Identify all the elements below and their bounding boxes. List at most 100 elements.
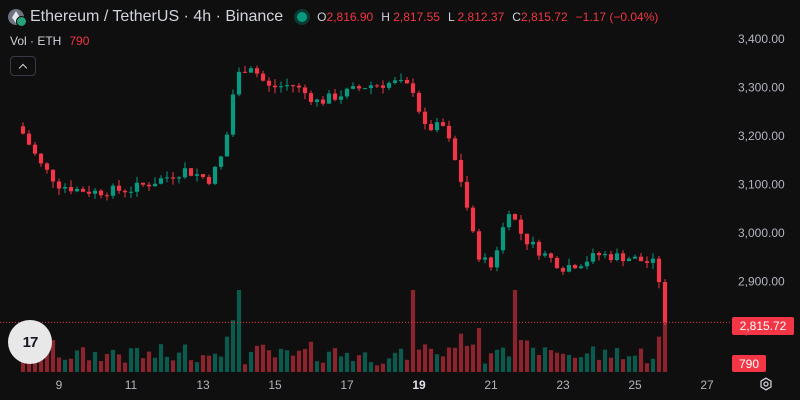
price-axis-label: 3,100.00 [738,178,785,192]
candle-body [542,253,548,256]
candle-body [434,122,440,131]
volume-bar [464,345,470,372]
volume-bar [380,363,386,372]
volume-bar [404,359,410,372]
volume-bar [434,354,440,372]
candle-body [350,86,356,89]
volume-bar [368,362,374,372]
time-axis-label: 13 [196,378,210,392]
candle-body [44,163,50,170]
candle-body [614,253,620,261]
candle-body [392,80,398,83]
volume-bar [416,349,422,372]
candle-body [458,160,464,182]
volume-bar [452,347,458,372]
candle-body [326,93,332,104]
volume-bar [590,346,596,372]
candle-body [194,174,200,176]
candle-body [464,181,470,208]
candle-body [632,256,638,259]
volume-bar [362,352,368,372]
candle-body [50,169,56,182]
candle-body [74,188,80,192]
volume-bar [662,322,668,372]
volume-bar [326,351,332,372]
current-price-tag: 2,815.72 [732,317,794,335]
candle-body [86,191,92,194]
volume-bar [164,356,170,372]
volume-bar [494,349,500,372]
candle-body [80,188,86,192]
candle-body [650,258,656,263]
candle-body [68,186,74,192]
candlesticks [20,65,668,325]
chart-legend: Ethereum / TetherUS · 4h · Binance O2,81… [8,8,658,27]
volume-bar [632,355,638,372]
candle-body [452,138,458,161]
candle-body [236,71,242,95]
time-axis-label: 19 [412,378,426,392]
candle-body [158,178,164,184]
candle-body [446,125,452,139]
volume-bar [344,352,350,372]
volume-bar [350,361,356,372]
candle-body [344,88,350,97]
volume-bar [482,363,488,372]
volume-bar [650,358,656,372]
candle-body [386,82,392,88]
volume-bar [578,357,584,372]
volume-bar [488,353,494,372]
candle-body [272,85,278,88]
candle-body [62,186,68,189]
tradingview-logo[interactable]: 17 [8,320,52,364]
volume-bar [560,353,566,372]
time-axis-label: 9 [56,378,63,392]
price-axis-label: 2,900.00 [738,275,785,289]
volume-bar [284,350,290,372]
candle-body [116,185,122,191]
volume-bar [140,358,146,372]
volume-bar [476,327,482,372]
candle-body [182,168,188,178]
volume-bar [314,361,320,372]
volume-tag: 790 [732,355,766,372]
volume-value: 790 [69,34,90,48]
volume-bar [410,290,416,372]
time-axis-label: 11 [125,378,138,392]
candle-body [128,191,134,193]
volume-bar [602,349,608,372]
volume-bar [236,290,242,372]
candle-body [98,190,104,196]
candle-body [242,71,248,73]
candle-body [38,153,44,164]
candle-body [512,214,518,220]
volume-bar [122,362,128,372]
volume-bar [644,363,650,372]
volume-legend[interactable]: Vol · ETH 790 [10,34,89,48]
high-label: H [381,10,390,24]
volume-bar [524,340,530,372]
volume-bar [104,353,110,372]
time-axis-label: 27 [700,378,714,392]
candle-body [224,134,230,157]
volume-bar [272,357,278,372]
candle-body [218,156,224,167]
volume-bar [356,355,362,372]
volume-bar [218,356,224,372]
low-value: 2,812.37 [457,10,505,24]
candle-body [662,282,668,323]
volume-bar [116,354,122,372]
close-label: C [512,10,521,24]
candle-body [410,83,416,93]
price-axis-label: 3,300.00 [738,81,785,95]
volume-bar [248,352,254,372]
candle-body [578,266,584,269]
candle-body [254,68,260,74]
ethereum-icon[interactable] [8,9,27,27]
candle-body [398,79,404,81]
symbol-title[interactable]: Ethereum / TetherUS · 4h · Binance [30,8,284,25]
gear-icon[interactable] [759,377,773,391]
collapse-legend-button[interactable] [10,56,36,76]
market-status-icon[interactable] [297,12,308,22]
